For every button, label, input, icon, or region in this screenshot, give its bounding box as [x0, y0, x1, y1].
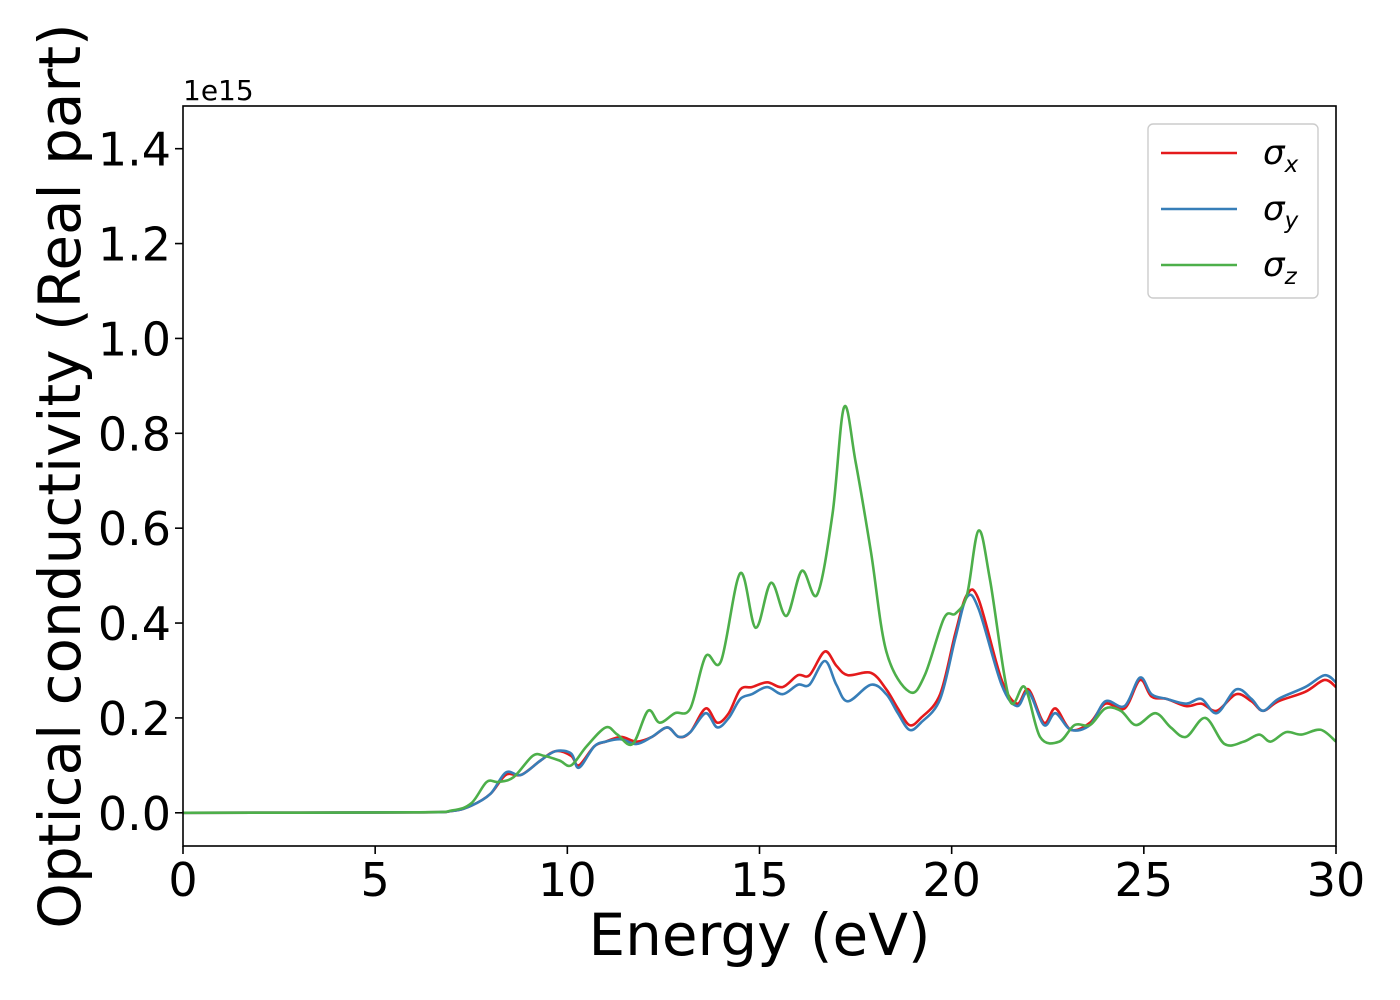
x-tick-label: 20	[922, 853, 981, 907]
y-tick-label: 0.4	[98, 597, 171, 651]
x-tick-label: 0	[168, 853, 197, 907]
y-axis-label: Optical conductivity (Real part)	[26, 23, 94, 928]
y-tick-label: 0.2	[98, 692, 171, 746]
y-offset-label: 1e15	[183, 74, 254, 107]
y-axis-ticks: 0.0 0.2 0.4 0.6 0.8 1.0 1.2 1.4	[98, 123, 183, 841]
x-tick-label: 10	[538, 853, 597, 907]
y-tick-label: 1.0	[98, 312, 171, 366]
x-tick-label: 5	[361, 853, 390, 907]
y-tick-label: 0.6	[98, 502, 171, 556]
y-tick-label: 0.8	[98, 407, 171, 461]
x-axis-label: Energy (eV)	[588, 901, 930, 969]
y-tick-label: 1.4	[98, 123, 171, 177]
series-lines	[183, 404, 1336, 815]
x-tick-label: 30	[1307, 853, 1366, 907]
y-tick-label: 0.0	[98, 787, 171, 841]
legend-frame	[1147, 123, 1319, 299]
x-axis-ticks: 0 5 10 15 20 25 30	[168, 846, 1365, 907]
y-tick-label: 1.2	[98, 218, 171, 272]
series-line-y	[183, 593, 1336, 815]
x-tick-label: 15	[730, 853, 789, 907]
series-line-z	[183, 404, 1336, 815]
x-tick-label: 25	[1115, 853, 1174, 907]
